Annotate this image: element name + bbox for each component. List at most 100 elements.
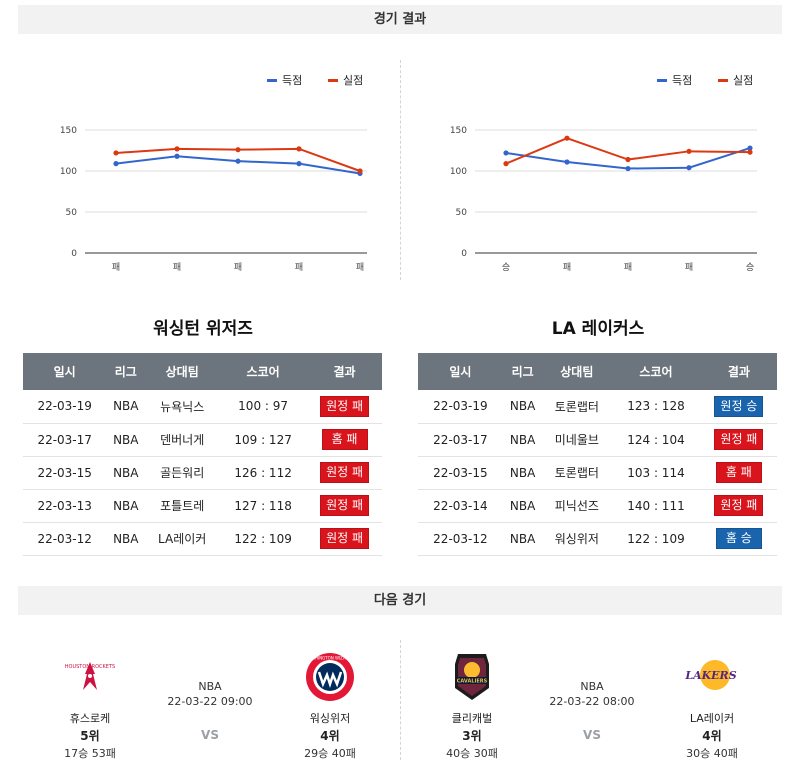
away-team: WASHINGTON WIZARDS 워싱위저 4위 29승 40패 — [280, 650, 380, 761]
cell-result: 원정 패 — [307, 489, 382, 523]
col-opponent: 상대팀 — [165, 365, 199, 379]
legend-label: 실점 — [733, 74, 753, 87]
legend-label: 득점 — [282, 74, 302, 87]
cell-score: 123 : 128 — [611, 390, 701, 424]
y-tick-label: 100 — [450, 167, 467, 177]
games-table-lakers: 일시 리그 상대팀 스코어 결과 22-03-19 NBA 토론랩터 123 : 12… — [418, 353, 777, 556]
team-name: 워싱위저 — [309, 712, 351, 725]
vs-label: VS — [201, 728, 219, 742]
cell-result: 원정 패 — [700, 489, 777, 523]
cell-score: 122 : 109 — [219, 522, 308, 556]
y-tick-label: 150 — [60, 126, 77, 136]
game-info: NBA 22-03-22 09:00 — [140, 680, 280, 708]
data-point — [296, 161, 302, 167]
result-badge: 원정 패 — [320, 495, 369, 516]
x-tick-label: 승 — [502, 262, 510, 273]
cell-league: NBA — [502, 456, 543, 490]
svg-text:WASHINGTON WIZARDS: WASHINGTON WIZARDS — [306, 656, 354, 661]
team-name: LA레이커 — [689, 712, 735, 725]
data-point — [686, 148, 692, 154]
cell-score: 122 : 109 — [611, 522, 701, 556]
cell-result: 원정 패 — [307, 390, 382, 424]
team-title-lakers: LA 레이커스 — [551, 319, 645, 339]
cell-date: 22-03-17 — [23, 423, 107, 457]
matchup-card: CAVALIERS 클리캐벌 3위 40승 30패 NBA 22-03-22 0… — [402, 650, 782, 760]
team-record: 40승 30패 — [446, 747, 498, 760]
col-league: 리그 — [114, 365, 137, 379]
table-row: 22-03-19 NBA 뉴욕닉스 100 : 97 원정 패 — [23, 390, 382, 424]
away-team: LAKERS LA레이커 4위 30승 40패 — [662, 650, 762, 761]
result-badge: 홈 승 — [715, 528, 762, 549]
x-tick-label: 패 — [356, 262, 364, 273]
cell-league: NBA — [106, 456, 146, 490]
table-row: 22-03-17 NBA 미네울브 124 : 104 원정 패 — [418, 423, 777, 457]
result-badge: 원정 패 — [320, 395, 369, 417]
next-games-section-header: 다음 경기 — [18, 586, 782, 615]
cell-date: 22-03-15 — [23, 456, 107, 490]
cell-opponent: 워싱위저 — [542, 522, 612, 556]
legend-swatch — [267, 79, 277, 82]
home-team: CAVALIERS 클리캐벌 3위 40승 30패 — [422, 650, 522, 761]
x-tick-label: 패 — [295, 262, 303, 273]
home-team: HOUSTON ROCKETS 휴스로케 5위 17승 53패 — [40, 650, 140, 761]
table-row: 22-03-12 NBA 워싱위저 122 : 109 홈 승 — [418, 522, 777, 556]
league-label: NBA — [198, 680, 222, 693]
cell-opponent: 뉴욕닉스 — [145, 390, 220, 424]
games-table-wizards: 일시 리그 상대팀 스코어 결과 22-03-19 NBA 뉴욕닉스 100 : 97… — [23, 353, 382, 556]
cell-opponent: LA레이커 — [145, 522, 220, 556]
cell-league: NBA — [106, 423, 146, 457]
result-badge: 원정 패 — [320, 528, 369, 549]
x-tick-label: 패 — [685, 262, 693, 273]
game-datetime: 22-03-22 08:00 — [549, 695, 635, 708]
col-score: 스코어 — [639, 365, 673, 379]
cell-result: 홈 승 — [700, 522, 777, 556]
table-row: 22-03-17 NBA 덴버너게 109 : 127 홈 패 — [23, 423, 382, 457]
chart-lakers-recent: 0 50 100 150 승 패 패 패 승 득점 실점 — [410, 60, 790, 280]
legend-swatch — [718, 79, 728, 82]
data-point — [625, 165, 631, 172]
x-tick-label: 패 — [112, 262, 120, 273]
cell-result: 원정 승 — [700, 390, 777, 424]
data-point — [235, 147, 241, 153]
x-tick-label: 패 — [624, 262, 632, 273]
cell-opponent: 토론랩터 — [542, 390, 612, 424]
cell-date: 22-03-19 — [418, 390, 503, 424]
cell-result: 원정 패 — [307, 522, 382, 556]
cell-date: 22-03-19 — [23, 390, 107, 424]
wizards-logo: WASHINGTON WIZARDS — [303, 650, 357, 704]
vs-label: VS — [583, 728, 601, 742]
y-tick-label: 0 — [71, 249, 77, 259]
divider — [400, 60, 401, 280]
team-record: 17승 53패 — [64, 747, 116, 760]
data-point — [235, 158, 241, 164]
team-rank: 4위 — [320, 729, 340, 743]
col-score: 스코어 — [246, 365, 280, 379]
cell-date: 22-03-12 — [23, 522, 107, 556]
lakers-logo: LAKERS — [684, 650, 739, 704]
data-point — [564, 159, 570, 165]
col-result: 결과 — [333, 365, 356, 379]
cell-score: 126 : 112 — [219, 456, 308, 490]
result-badge: 홈 패 — [715, 462, 762, 483]
table-row: 22-03-19 NBA 토론랩터 123 : 128 원정 승 — [418, 390, 777, 424]
x-tick-label: 승 — [746, 262, 754, 273]
svg-text:LAKERS: LAKERS — [685, 669, 737, 682]
table-row: 22-03-13 NBA 포틀트레 127 : 118 원정 패 — [23, 489, 382, 523]
data-point — [357, 168, 363, 174]
cell-date: 22-03-15 — [418, 456, 503, 490]
result-badge: 원정 패 — [320, 462, 369, 483]
team-name: 휴스로케 — [69, 712, 111, 725]
table-header-row: 일시 리그 상대팀 스코어 결과 — [418, 353, 777, 390]
data-point — [747, 149, 753, 155]
cell-league: NBA — [106, 522, 146, 556]
data-point — [296, 146, 302, 152]
col-date: 일시 — [449, 365, 472, 379]
col-league: 리그 — [511, 365, 534, 379]
data-point — [113, 150, 119, 156]
team-name: 클리캐벌 — [451, 712, 493, 725]
col-result: 결과 — [727, 365, 750, 379]
cell-score: 124 : 104 — [611, 423, 701, 457]
legend-label: 득점 — [672, 74, 692, 87]
team-record: 29승 40패 — [304, 747, 356, 760]
cell-date: 22-03-13 — [23, 489, 107, 523]
